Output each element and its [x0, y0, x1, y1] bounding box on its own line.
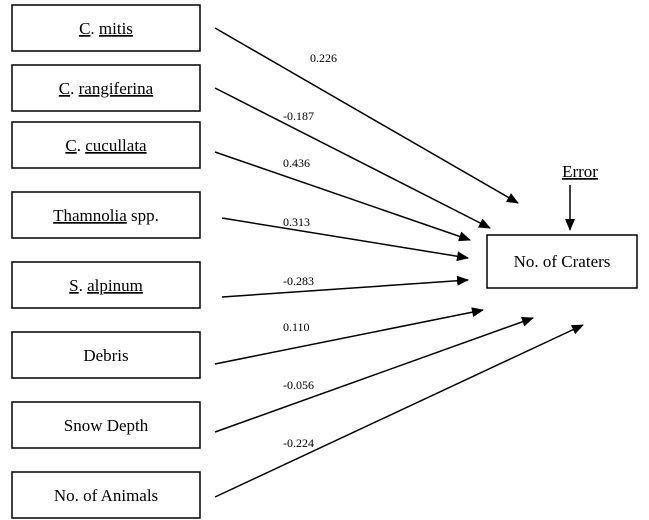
label-part: Snow Depth — [64, 416, 149, 435]
error-label: Error — [562, 162, 598, 181]
predictor-label: No. of Animals — [54, 486, 158, 505]
path-arrow — [214, 151, 471, 242]
path-arrow — [221, 275, 469, 298]
path-coefficient: 0.436 — [283, 156, 310, 170]
label-part: Thamnolia — [53, 206, 127, 225]
label-part: rangiferina — [79, 79, 154, 98]
target-box — [486, 234, 638, 289]
predictor-label: C. cucullata — [65, 136, 147, 155]
target-label: No. of Craters — [514, 252, 611, 271]
path-coefficient: -0.283 — [283, 274, 314, 288]
label-part: . — [70, 79, 79, 98]
predictor-box — [11, 471, 201, 519]
path-arrow — [214, 307, 484, 365]
predictor-box — [11, 64, 201, 112]
predictor-box — [11, 121, 201, 169]
label-part: cucullata — [85, 136, 147, 155]
path-coefficient: 0.226 — [310, 51, 337, 65]
label-part: spp. — [127, 206, 159, 225]
label-part: . — [79, 276, 88, 295]
path-coefficient: 0.110 — [283, 320, 310, 334]
predictor-label: C. rangiferina — [59, 79, 154, 98]
predictor-box — [11, 261, 201, 309]
path-coefficient: -0.224 — [283, 436, 314, 450]
paths: 0.226 -0.187 0.436 0.313 -0.283 0.110 -0.056 -0… — [214, 27, 584, 498]
label-part: C — [65, 136, 76, 155]
label-part: No. of Animals — [54, 486, 158, 505]
predictor-label: Debris — [83, 346, 128, 365]
predictor-box — [11, 191, 201, 239]
predictor-label: Snow Depth — [64, 416, 149, 435]
path-arrow — [214, 324, 584, 498]
predictor-label: Thamnolia spp. — [53, 206, 159, 225]
label-part: S — [69, 276, 78, 295]
label-part: Debris — [83, 346, 128, 365]
path-arrow — [221, 217, 469, 262]
path-arrow — [214, 87, 491, 229]
label-part: mitis — [99, 19, 133, 38]
predictor-box — [11, 331, 201, 379]
path-arrow — [214, 317, 534, 433]
label-part: alpinum — [87, 276, 143, 295]
predictor-box — [11, 401, 201, 449]
predictor-label: S. alpinum — [69, 276, 143, 295]
predictor-box — [11, 4, 201, 52]
label-part: . — [90, 19, 99, 38]
predictor-label: C. mitis — [79, 19, 133, 38]
path-arrow — [214, 27, 519, 204]
path-coefficient: -0.056 — [283, 378, 314, 392]
path-coefficient: 0.313 — [283, 215, 310, 229]
path-coefficient: -0.187 — [283, 109, 314, 123]
label-part: C — [79, 19, 90, 38]
label-part: . — [77, 136, 86, 155]
label-part: C — [59, 79, 70, 98]
